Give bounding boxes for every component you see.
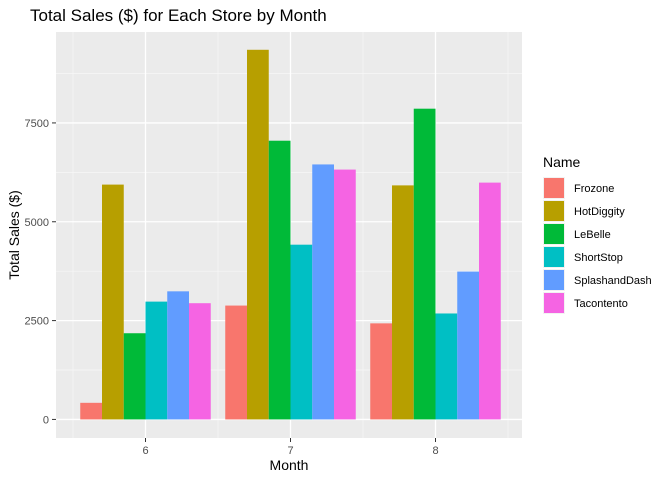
legend-label-splashanddash: SplashandDash: [574, 275, 652, 287]
y-tick-label: 0: [43, 414, 49, 426]
y-tick-label: 2500: [25, 316, 49, 328]
legend-swatch-shortstop: [544, 247, 564, 267]
legend: Name Frozone HotDiggity LeBelle ShortStop Sp…: [543, 154, 652, 314]
bar-splashanddash-month-6: [167, 291, 189, 420]
bar-tacontento-month-8: [479, 182, 501, 420]
legend-title: Name: [543, 154, 581, 170]
bars: [80, 49, 501, 420]
bar-lebelle-month-8: [413, 108, 436, 420]
legend-label-frozone: Frozone: [574, 183, 614, 195]
legend-swatch-splashanddash: [544, 270, 564, 290]
chart-title: Total Sales ($) for Each Store by Month: [30, 6, 327, 25]
bar-lebelle-month-6: [123, 333, 146, 420]
x-tick-label: 8: [432, 445, 438, 457]
bar-shortstop-month-8: [435, 313, 458, 420]
bar-frozone-month-7: [225, 305, 247, 420]
bar-lebelle-month-7: [268, 140, 291, 420]
bar-hotdiggity-month-7: [247, 49, 269, 420]
legend-swatch-hotdiggity: [544, 201, 564, 221]
bar-splashanddash-month-7: [312, 164, 334, 420]
legend-items: Frozone HotDiggity LeBelle ShortStop Splasha…: [543, 177, 652, 314]
bar-frozone-month-8: [370, 323, 392, 420]
x-tick-label: 6: [142, 445, 148, 457]
bar-hotdiggity-month-6: [102, 184, 124, 420]
y-axis-label: Total Sales ($): [6, 190, 22, 279]
x-axis: 6 7 8: [142, 438, 439, 457]
bar-tacontento-month-7: [334, 169, 356, 420]
bar-tacontento-month-6: [189, 303, 211, 420]
legend-label-tacontento: Tacontento: [574, 298, 628, 310]
x-axis-label: Month: [270, 457, 309, 473]
x-tick-label: 7: [287, 445, 293, 457]
y-tick-label: 5000: [25, 217, 49, 229]
y-tick-label: 7500: [25, 118, 49, 130]
bar-frozone-month-6: [80, 402, 102, 420]
bar-shortstop-month-7: [290, 244, 313, 420]
bar-hotdiggity-month-8: [392, 185, 414, 420]
legend-label-hotdiggity: HotDiggity: [574, 206, 625, 218]
legend-swatch-lebelle: [544, 224, 564, 244]
bar-shortstop-month-6: [145, 301, 168, 420]
legend-label-shortstop: ShortStop: [574, 252, 623, 264]
legend-label-lebelle: LeBelle: [574, 229, 611, 241]
bar-splashanddash-month-8: [457, 271, 479, 420]
legend-swatch-frozone: [544, 178, 564, 198]
y-axis: 0 2500 5000 7500: [25, 118, 56, 426]
legend-swatch-tacontento: [544, 293, 564, 313]
